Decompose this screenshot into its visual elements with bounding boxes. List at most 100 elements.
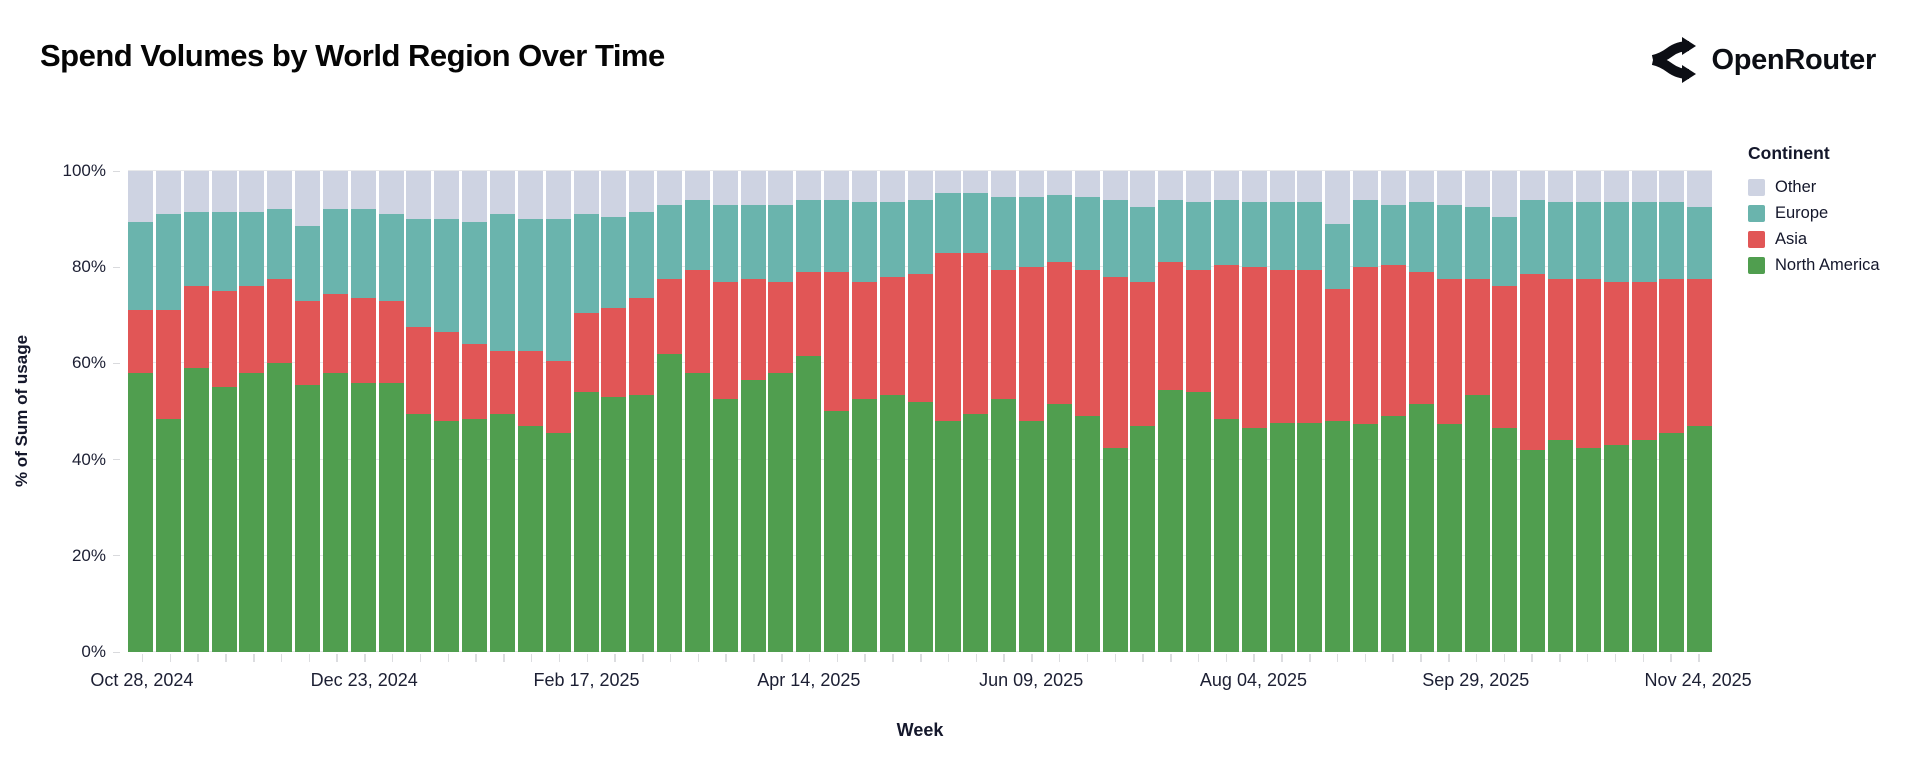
bar-segment-north-america[interactable] — [545, 433, 571, 652]
bar[interactable] — [1325, 171, 1351, 652]
bar-segment-north-america[interactable] — [1353, 423, 1379, 652]
bar-segment-europe[interactable] — [1464, 207, 1490, 280]
bar-segment-north-america[interactable] — [1130, 425, 1156, 652]
bar-segment-other[interactable] — [629, 171, 655, 212]
bar-segment-asia[interactable] — [824, 272, 850, 412]
legend-item-asia[interactable]: Asia — [1748, 230, 1898, 249]
bar-segment-asia[interactable] — [1102, 276, 1128, 448]
bar-segment-other[interactable] — [1241, 171, 1267, 203]
bar-segment-asia[interactable] — [517, 351, 543, 426]
bar-segment-europe[interactable] — [1325, 223, 1351, 289]
bar-segment-europe[interactable] — [824, 199, 850, 272]
bar-segment-asia[interactable] — [322, 293, 348, 373]
bar-segment-north-america[interactable] — [629, 394, 655, 652]
bar-segment-europe[interactable] — [1074, 197, 1100, 270]
bar-segment-other[interactable] — [350, 171, 376, 210]
bar-segment-europe[interactable] — [378, 214, 404, 301]
bar[interactable] — [378, 171, 404, 652]
bar[interactable] — [684, 171, 710, 652]
bar-segment-europe[interactable] — [740, 204, 766, 280]
openrouter-brand[interactable]: OpenRouter — [1647, 36, 1876, 84]
bar-segment-europe[interactable] — [517, 219, 543, 352]
bar-segment-asia[interactable] — [239, 286, 265, 373]
bar[interactable] — [183, 171, 209, 652]
bar-segment-north-america[interactable] — [1687, 425, 1713, 652]
legend-item-europe[interactable]: Europe — [1748, 204, 1898, 223]
bar-segment-north-america[interactable] — [1520, 449, 1546, 652]
bar-segment-other[interactable] — [907, 171, 933, 200]
bar[interactable] — [239, 171, 265, 652]
bar-segment-other[interactable] — [1353, 171, 1379, 200]
bar-segment-asia[interactable] — [1074, 269, 1100, 417]
bar-segment-other[interactable] — [1492, 171, 1518, 217]
bar-segment-north-america[interactable] — [155, 418, 181, 652]
bar-segment-north-america[interactable] — [1074, 416, 1100, 652]
bar-segment-europe[interactable] — [1575, 202, 1601, 280]
bar-segment-europe[interactable] — [935, 192, 961, 253]
bar-segment-asia[interactable] — [1213, 264, 1239, 419]
bar[interactable] — [1102, 171, 1128, 652]
bar-segment-other[interactable] — [963, 171, 989, 193]
bar-segment-north-america[interactable] — [295, 385, 321, 652]
bar-segment-north-america[interactable] — [434, 421, 460, 652]
bar-segment-other[interactable] — [211, 171, 237, 212]
bar-segment-asia[interactable] — [712, 281, 738, 400]
bar-segment-north-america[interactable] — [128, 373, 154, 652]
bar-segment-north-america[interactable] — [1241, 428, 1267, 652]
bar-segment-asia[interactable] — [1492, 286, 1518, 429]
bar-segment-europe[interactable] — [1046, 195, 1072, 263]
bar-segment-asia[interactable] — [1548, 279, 1574, 441]
bar[interactable] — [155, 171, 181, 652]
bar-segment-other[interactable] — [322, 171, 348, 210]
bar-segment-europe[interactable] — [267, 209, 293, 280]
bar-segment-europe[interactable] — [1603, 202, 1629, 282]
bar-segment-north-america[interactable] — [350, 382, 376, 652]
bar-segment-asia[interactable] — [991, 269, 1017, 400]
bar-segment-europe[interactable] — [1408, 202, 1434, 272]
bar-segment-europe[interactable] — [963, 192, 989, 253]
bar-segment-north-america[interactable] — [1659, 433, 1685, 652]
bar-segment-europe[interactable] — [796, 199, 822, 272]
bar-segment-other[interactable] — [1575, 171, 1601, 203]
bar-segment-north-america[interactable] — [517, 425, 543, 652]
bar[interactable] — [517, 171, 543, 652]
bar[interactable] — [991, 171, 1017, 652]
bar-segment-other[interactable] — [1380, 171, 1407, 205]
bar-segment-asia[interactable] — [1019, 267, 1045, 422]
bar-segment-asia[interactable] — [267, 279, 293, 364]
bar-segment-other[interactable] — [1158, 171, 1184, 200]
bar-segment-europe[interactable] — [1186, 202, 1212, 270]
bar-segment-europe[interactable] — [350, 209, 376, 299]
bar[interactable] — [1213, 171, 1239, 652]
bar-segment-north-america[interactable] — [684, 373, 710, 652]
bar-segment-asia[interactable] — [1297, 269, 1323, 424]
bar[interactable] — [1241, 171, 1267, 652]
bar-segment-other[interactable] — [1603, 171, 1629, 203]
bar-segment-europe[interactable] — [183, 211, 209, 287]
bar-segment-north-america[interactable] — [1464, 394, 1490, 652]
bar-segment-north-america[interactable] — [824, 411, 850, 652]
bar-segment-europe[interactable] — [851, 202, 877, 282]
bar[interactable] — [1520, 171, 1546, 652]
bar-segment-other[interactable] — [991, 171, 1017, 198]
bar-segment-other[interactable] — [1325, 171, 1351, 224]
bar[interactable] — [712, 171, 738, 652]
bar-segment-asia[interactable] — [573, 312, 599, 393]
bar-segment-europe[interactable] — [128, 221, 154, 311]
bar-segment-other[interactable] — [1464, 171, 1490, 208]
bar-segment-europe[interactable] — [155, 214, 181, 311]
bar-segment-north-america[interactable] — [935, 421, 961, 652]
bar-segment-europe[interactable] — [1492, 216, 1518, 287]
bar-segment-other[interactable] — [935, 171, 961, 193]
bar[interactable] — [851, 171, 877, 652]
bar-segment-other[interactable] — [1213, 171, 1239, 200]
bar[interactable] — [1603, 171, 1629, 652]
bar-segment-europe[interactable] — [322, 209, 348, 294]
bar[interactable] — [1046, 171, 1072, 652]
bar-segment-europe[interactable] — [211, 211, 237, 292]
bar-segment-north-america[interactable] — [1269, 423, 1295, 652]
bar-segment-asia[interactable] — [629, 298, 655, 395]
bar[interactable] — [1408, 171, 1434, 652]
bar-segment-north-america[interactable] — [211, 387, 237, 652]
bar-segment-north-america[interactable] — [239, 373, 265, 652]
